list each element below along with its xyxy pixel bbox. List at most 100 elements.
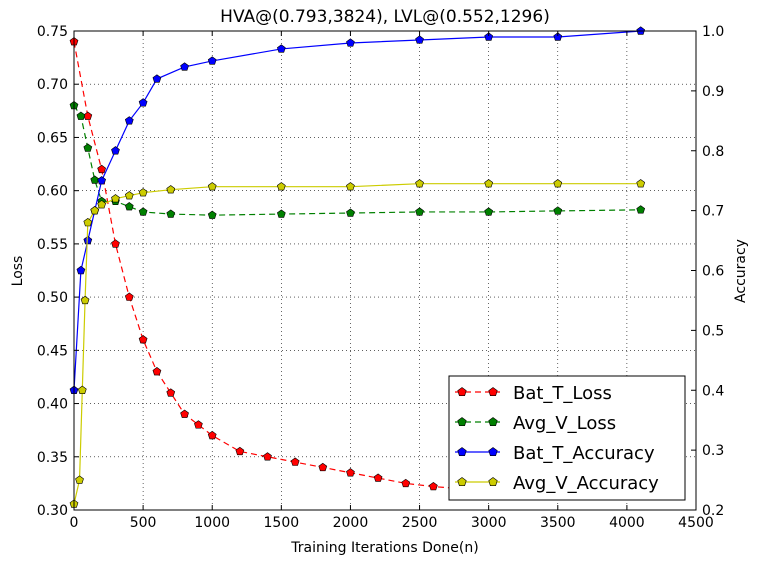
data-point (415, 207, 424, 216)
y-tick-label: 0.50 (37, 290, 68, 306)
data-point (484, 32, 494, 41)
x-tick-label: 500 (130, 515, 157, 531)
y2-tick-label: 0.8 (702, 144, 724, 160)
y-tick-label: 0.70 (37, 77, 68, 93)
y2-axis-label: Accuracy (733, 239, 749, 303)
series-line (73, 41, 462, 490)
y2-tick-label: 1.0 (702, 24, 724, 40)
axes: 0 500 1000 1500 2000 2500 3000 3500 4000 45000.30… (37, 24, 725, 531)
data-point (138, 335, 148, 344)
y-tick-label: 0.60 (37, 184, 68, 200)
data-point (429, 482, 438, 491)
x-axis-label: Training Iterations Done(n) (290, 540, 478, 556)
data-point (124, 202, 134, 211)
data-point (207, 56, 217, 65)
y-tick-label: 0.30 (37, 503, 68, 519)
data-point (276, 182, 286, 191)
data-point (263, 452, 272, 461)
series-line (73, 105, 641, 216)
y2-tick-label: 0.7 (702, 204, 724, 220)
data-point (553, 206, 563, 215)
x-tick-label: 1000 (194, 515, 230, 531)
x-tick-label: 2000 (333, 515, 369, 531)
data-point (111, 194, 120, 203)
legend-marker (457, 417, 467, 426)
data-point (138, 207, 148, 216)
data-point (401, 478, 411, 488)
data-point (166, 209, 176, 218)
data-point (83, 218, 93, 227)
legend-marker (488, 477, 498, 486)
data-point (276, 44, 286, 53)
data-point (97, 176, 106, 185)
y-tick-label: 0.40 (37, 397, 68, 413)
data-point (77, 385, 87, 394)
legend-label: Bat_T_Accuracy (513, 443, 655, 464)
y-tick-label: 0.65 (37, 130, 68, 146)
x-tick-label: 1500 (264, 515, 300, 531)
data-point (97, 200, 106, 209)
data-point (346, 208, 355, 217)
data-point (111, 146, 120, 155)
data-point (180, 62, 189, 71)
y2-tick-label: 0.3 (702, 443, 724, 459)
data-point (180, 409, 189, 418)
x-tick-label: 4500 (678, 515, 714, 531)
x-tick-label: 4000 (609, 515, 645, 531)
data-point (90, 175, 100, 184)
data-point (75, 475, 84, 484)
data-point (194, 420, 203, 429)
data-point (138, 98, 148, 107)
y-axis-label: Loss (10, 256, 26, 287)
y2-tick-label: 0.6 (702, 264, 724, 280)
data-point (111, 239, 120, 248)
data-point (124, 292, 134, 301)
data-point (207, 182, 217, 191)
data-point (373, 473, 383, 482)
data-point (346, 468, 355, 477)
data-point (83, 235, 93, 245)
data-point (290, 457, 300, 466)
legend-marker (457, 477, 467, 486)
data-point (318, 462, 328, 472)
data-point (152, 367, 162, 376)
data-point (415, 35, 424, 44)
series-line (73, 183, 641, 505)
data-point (207, 210, 217, 219)
data-point (124, 191, 134, 200)
data-point (484, 179, 494, 188)
data-point (83, 143, 93, 152)
x-tick-label: 2500 (402, 515, 438, 531)
y2-tick-label: 0.9 (702, 84, 724, 100)
y-tick-label: 0.55 (37, 237, 68, 253)
series-avg-v-loss (69, 100, 646, 219)
y-tick-label: 0.75 (37, 24, 68, 40)
data-point (346, 182, 355, 191)
series-bat-t-accuracy (69, 26, 646, 394)
legend-box (448, 375, 686, 501)
y2-tick-label: 0.4 (702, 383, 724, 399)
legend: Bat_T_Loss Avg_V_Loss Bat_T_Accuracy Avg_V_… (448, 375, 686, 501)
data-point (636, 205, 646, 214)
data-point (138, 188, 148, 197)
series-layer (69, 26, 646, 508)
legend-label: Avg_V_Loss (513, 413, 616, 434)
data-point (636, 179, 646, 188)
data-point (207, 430, 217, 440)
data-point (346, 38, 355, 47)
data-point (76, 265, 86, 275)
legend-label: Avg_V_Accuracy (513, 473, 659, 494)
y-tick-label: 0.35 (37, 450, 68, 466)
data-point (97, 164, 106, 174)
legend-marker (488, 387, 498, 396)
data-point (553, 32, 563, 41)
legend-marker (457, 387, 467, 396)
data-point (166, 388, 176, 397)
data-point (553, 179, 563, 188)
y-tick-label: 0.45 (37, 343, 68, 359)
series-bat-t-loss (69, 37, 466, 493)
x-tick-label: 3500 (540, 515, 576, 531)
data-point (166, 185, 176, 194)
legend-marker (488, 417, 498, 426)
